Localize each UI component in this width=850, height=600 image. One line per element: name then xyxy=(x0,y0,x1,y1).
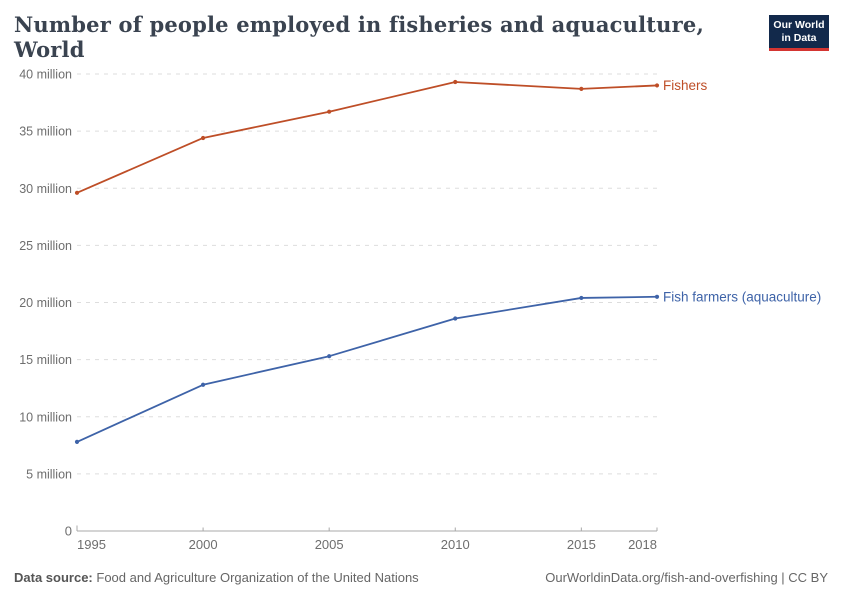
data-point xyxy=(200,382,206,387)
x-axis-tick-label: 2018 xyxy=(628,537,657,552)
data-point xyxy=(327,354,332,359)
data-point xyxy=(200,135,206,141)
data-point xyxy=(453,79,458,85)
y-axis-tick-label: 30 million xyxy=(19,182,72,196)
y-axis-tick-label: 20 million xyxy=(19,296,72,310)
series-label: Fishers xyxy=(663,78,708,93)
data-source-label: Data source: xyxy=(14,570,93,585)
series-label: Fish farmers (aquaculture) xyxy=(663,289,821,304)
y-axis-tick-label: 0 xyxy=(65,524,72,539)
data-point xyxy=(327,109,332,114)
data-point xyxy=(579,295,584,301)
x-axis-tick-label: 2010 xyxy=(441,537,470,552)
data-source-value: Food and Agriculture Organization of the… xyxy=(96,570,419,585)
x-axis-tick-label: 2015 xyxy=(567,537,596,552)
y-axis-tick-label: 35 million xyxy=(19,125,72,139)
series-line xyxy=(76,81,658,194)
owid-logo-line1: Our World xyxy=(773,19,825,31)
x-axis-tick-label: 1995 xyxy=(77,537,106,552)
y-axis-tick-label: 5 million xyxy=(26,467,72,481)
data-point xyxy=(654,83,660,88)
data-point xyxy=(654,294,660,299)
x-axis-tick-label: 2000 xyxy=(189,537,218,552)
data-point xyxy=(74,190,80,195)
chart-title: Number of people employed in fisheries a… xyxy=(14,12,704,63)
owid-logo[interactable]: Our World in Data xyxy=(769,15,829,52)
attribution-link[interactable]: OurWorldinData.org/fish-and-overfishing … xyxy=(545,570,828,585)
y-axis-tick-label: 10 million xyxy=(19,410,72,424)
data-source-note: Data source: Food and Agriculture Organi… xyxy=(14,570,419,585)
x-axis-tick-label: 2005 xyxy=(315,537,344,552)
y-axis-tick-label: 25 million xyxy=(19,239,72,253)
owid-logo-line2: in Data xyxy=(781,32,817,45)
y-axis-tick-label: 15 million xyxy=(19,353,72,367)
series-line xyxy=(76,295,658,443)
data-point xyxy=(453,316,458,321)
data-point xyxy=(74,439,80,444)
y-axis-tick-label: 40 million xyxy=(19,68,72,82)
data-point xyxy=(579,86,584,91)
